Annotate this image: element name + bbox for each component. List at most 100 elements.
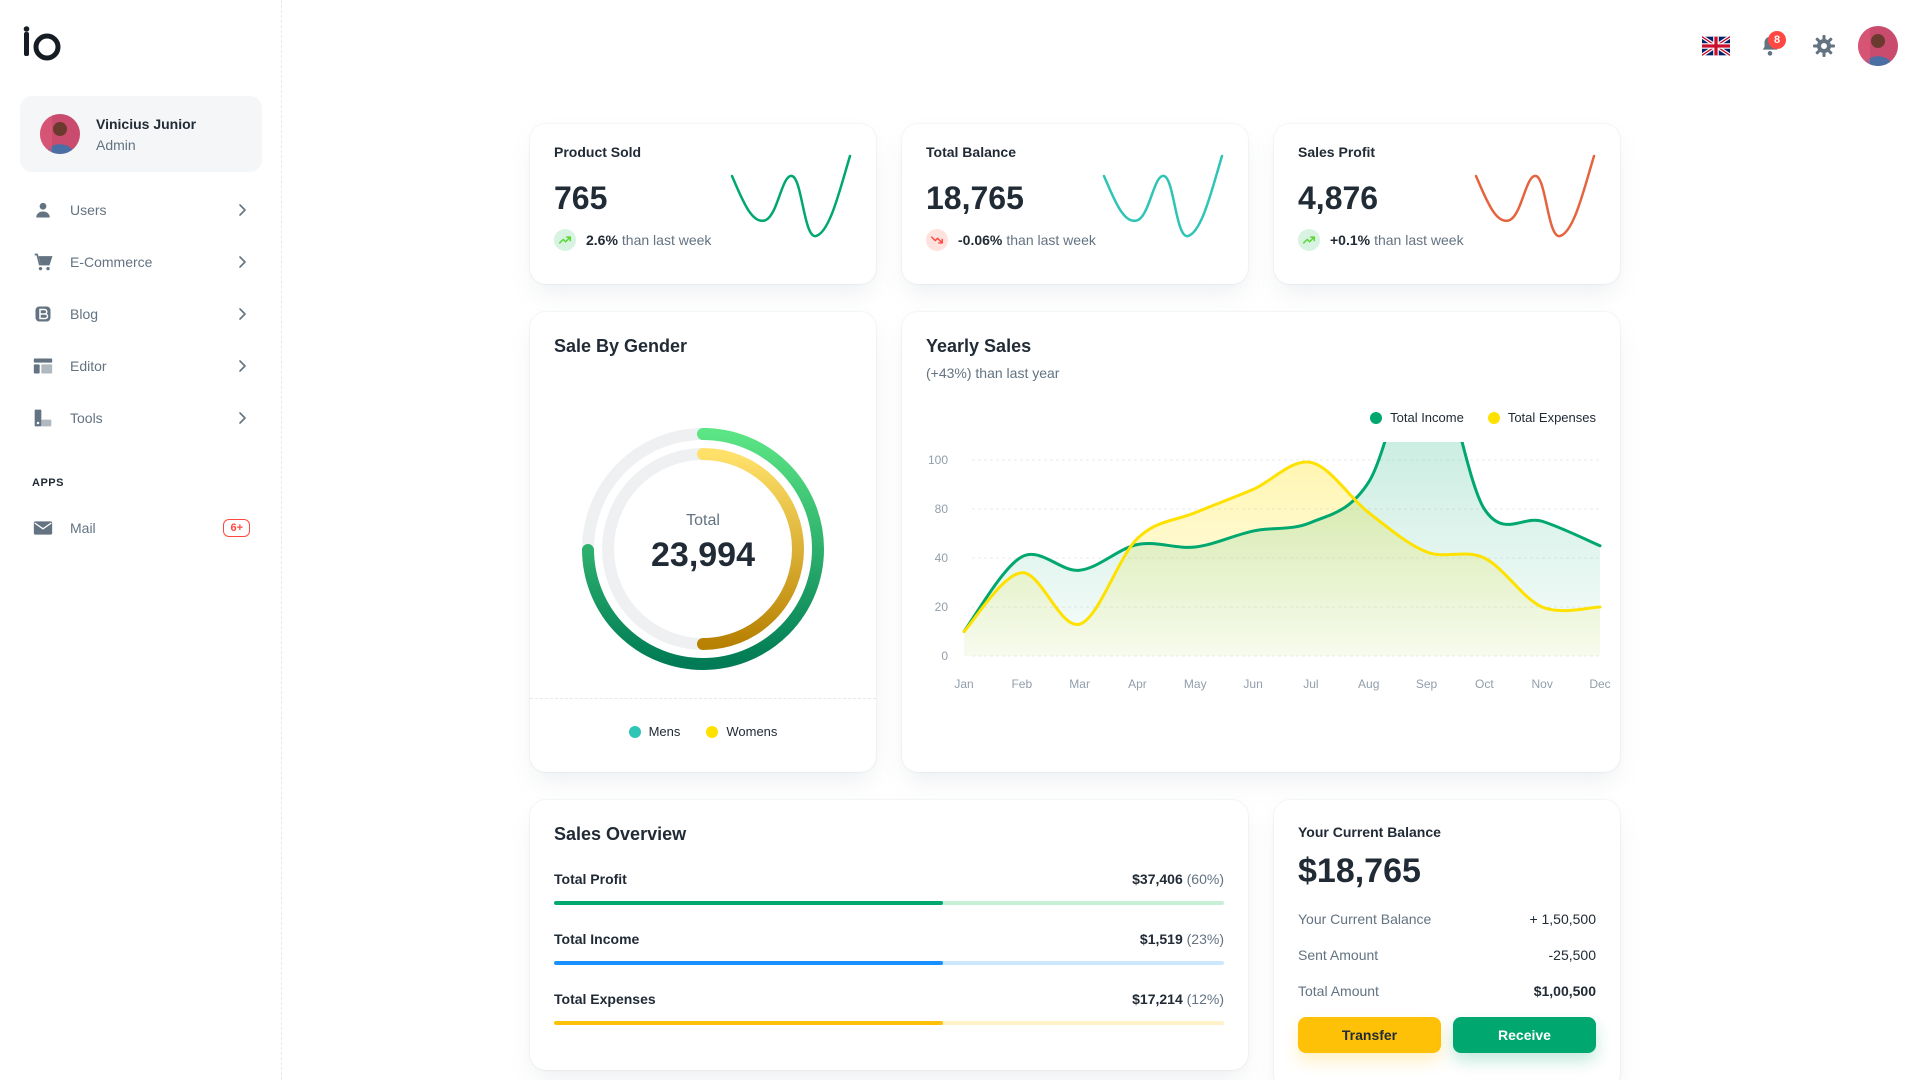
balance-row-value: -25,500 xyxy=(1548,947,1596,963)
progress-value: $37,406 (60%) xyxy=(1132,871,1224,887)
x-tick-label: May xyxy=(1184,677,1207,691)
avatar xyxy=(40,114,80,154)
progress-percent: (23%) xyxy=(1186,931,1224,947)
gear-icon xyxy=(1813,35,1835,57)
tools-icon xyxy=(32,407,54,429)
account-name: Vinicius Junior xyxy=(96,115,197,132)
transfer-button[interactable]: Transfer xyxy=(1298,1017,1441,1053)
cart-icon xyxy=(32,251,54,273)
current-balance-card: Your Current Balance $18,765 Your Curren… xyxy=(1274,800,1620,1080)
balance-amount: $18,765 xyxy=(1298,852,1421,890)
trend-percent: 2.6% xyxy=(586,232,618,248)
progress-track xyxy=(554,961,1224,965)
sparkline-line xyxy=(730,154,852,238)
notifications-button[interactable]: 8 xyxy=(1750,26,1790,66)
trend-down-icon xyxy=(926,229,948,251)
legend-label: Womens xyxy=(726,724,778,739)
progress-percent: (12%) xyxy=(1186,991,1224,1007)
sidebar-item-label: E-Commerce xyxy=(70,254,153,270)
legend-item-total-expenses[interactable]: Total Expenses xyxy=(1487,410,1596,425)
sparkline-chart xyxy=(730,154,852,238)
sidebar-item-tools[interactable]: Tools xyxy=(20,394,262,442)
account-role: Admin xyxy=(96,136,136,153)
profile-button[interactable] xyxy=(1858,26,1898,66)
legend-item-womens[interactable]: Womens xyxy=(706,724,777,739)
mens-arc xyxy=(582,428,824,670)
sidebar-item-editor[interactable]: Editor xyxy=(20,342,262,390)
sidebar-item-label: Tools xyxy=(70,410,103,426)
language-button[interactable] xyxy=(1696,26,1736,66)
x-tick-label: Oct xyxy=(1475,677,1494,691)
sidebar-nav: Users E-Commerce Blog Editor xyxy=(20,186,262,446)
header-actions: 8 xyxy=(1696,26,1898,66)
balance-row-key: Your Current Balance xyxy=(1298,911,1432,927)
stat-trend: +0.1% than last week xyxy=(1298,229,1596,251)
legend-item-total-income[interactable]: Total Income xyxy=(1370,410,1464,425)
avatar xyxy=(1858,26,1898,66)
sparkline-chart xyxy=(1474,154,1596,238)
y-tick-label: 0 xyxy=(941,649,948,663)
trend-note: than last week xyxy=(1374,232,1464,248)
progress-value: $17,214 (12%) xyxy=(1132,991,1224,1007)
sidebar-item-ecommerce[interactable]: E-Commerce xyxy=(20,238,262,286)
legend-dot xyxy=(1370,411,1383,424)
stat-trend: -0.06% than last week xyxy=(926,229,1224,251)
gender-legend: Mens Womens xyxy=(530,724,876,739)
receive-button[interactable]: Receive xyxy=(1453,1017,1596,1053)
progress-amount: $37,406 xyxy=(1132,871,1183,887)
sidebar-item-blog[interactable]: Blog xyxy=(20,290,262,338)
x-tick-label: Jul xyxy=(1303,677,1318,691)
progress-fill xyxy=(554,1021,943,1025)
trend-up-icon xyxy=(1298,229,1320,251)
gender-donut-chart xyxy=(582,428,824,670)
progress-label: Total Income xyxy=(554,931,640,947)
y-tick-label: 100 xyxy=(928,453,948,467)
progress-percent: (60%) xyxy=(1186,871,1224,887)
x-tick-label: Sep xyxy=(1416,677,1438,691)
yearly-sales-card: Yearly Sales (+43%) than last year Total… xyxy=(902,312,1620,772)
chevron-right-icon xyxy=(239,308,246,320)
balance-title: Your Current Balance xyxy=(1298,824,1441,840)
sidebar-item-label: Mail xyxy=(70,520,96,536)
x-tick-label: Jun xyxy=(1243,677,1262,691)
x-tick-label: Apr xyxy=(1128,677,1147,691)
logo[interactable] xyxy=(22,26,64,62)
stat-title: Sales Profit xyxy=(1298,144,1376,160)
trend-up-icon xyxy=(554,229,576,251)
sidebar-item-users[interactable]: Users xyxy=(20,186,262,234)
sale-by-gender-card: Sale By Gender Total 23,994 Mens Womens xyxy=(530,312,876,772)
progress-track xyxy=(554,1021,1224,1025)
area-total-income xyxy=(964,442,1600,656)
progress-fill xyxy=(554,901,943,905)
stat-card-sales-profit: Sales Profit 4,876 +0.1% than last week xyxy=(1274,124,1620,284)
sidebar-item-label: Blog xyxy=(70,306,99,322)
apps-subheader: APPS xyxy=(32,477,64,489)
progress-label: Total Profit xyxy=(554,871,627,887)
trend-percent: -0.06% xyxy=(958,232,1003,248)
card-title: Sales Overview xyxy=(554,824,687,844)
overview-progress-row: Total Income $1,519 (23%) xyxy=(554,931,1224,965)
settings-button[interactable] xyxy=(1804,26,1844,66)
card-title: Yearly Sales xyxy=(926,336,1032,356)
card-subtitle: (+43%) than last year xyxy=(926,365,1060,381)
legend-dot xyxy=(1487,411,1500,424)
legend-item-mens[interactable]: Mens xyxy=(628,724,680,739)
notification-count-badge: 8 xyxy=(1768,31,1786,49)
balance-row-key: Sent Amount xyxy=(1298,947,1379,963)
stat-trend: 2.6% than last week xyxy=(554,229,852,251)
account-card[interactable]: Vinicius Junior Admin xyxy=(20,96,262,172)
sales-overview-card: Sales Overview Total Profit $37,406 (60%)… xyxy=(530,800,1248,1070)
trend-note: than last week xyxy=(621,232,712,248)
uk-flag-icon xyxy=(1702,36,1730,56)
stat-title: Product Sold xyxy=(554,144,642,160)
y-tick-label: 20 xyxy=(935,600,949,614)
y-tick-label: 80 xyxy=(935,502,949,516)
legend-label: Total Income xyxy=(1390,410,1464,425)
overview-progress-row: Total Expenses $17,214 (12%) xyxy=(554,991,1224,1025)
chevron-right-icon xyxy=(239,204,246,216)
legend-label: Total Expenses xyxy=(1507,410,1596,425)
chevron-right-icon xyxy=(239,412,246,424)
sidebar-item-mail[interactable]: Mail 6+ xyxy=(20,504,262,552)
donut-total-value: 23,994 xyxy=(651,536,755,574)
x-tick-label: Jan xyxy=(954,677,973,691)
